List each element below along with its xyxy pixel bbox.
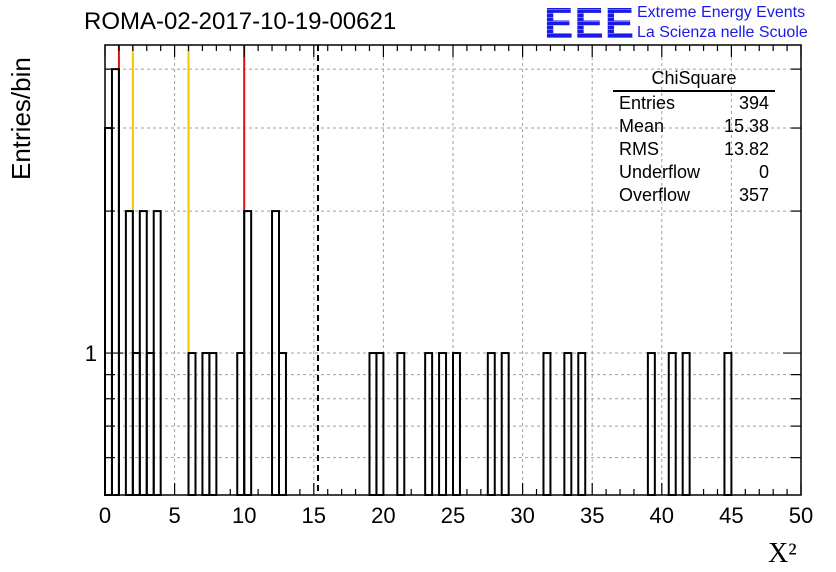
logo-line-1: Extreme Energy Events: [637, 4, 806, 21]
stat-value: 0: [758, 162, 769, 182]
stat-row-underflow: Underflow 0: [609, 161, 779, 184]
eee-logo: EEE: [544, 2, 635, 46]
stat-row-mean: Mean 15.38: [609, 115, 779, 138]
x-tick-label: 25: [441, 503, 465, 528]
histogram-bar: [104, 127, 113, 496]
x-axis-label: X²: [768, 538, 797, 570]
axis-ticks: [104, 45, 802, 495]
stat-label: Overflow: [619, 185, 691, 205]
x-tick-label: 35: [580, 503, 604, 528]
histogram-bar: [110, 68, 120, 497]
x-tick-label: 20: [371, 503, 395, 528]
stat-value: 13.82: [723, 139, 769, 159]
stat-label: Mean: [619, 116, 665, 136]
plot-title: ROMA-02-2017-10-19-00621: [84, 8, 397, 35]
x-tick-label: 10: [232, 503, 256, 528]
y-tick-label: 1: [85, 341, 97, 366]
x-tick-label: 5: [168, 503, 180, 528]
stats-box: ChiSquare Entries 394 Mean 15.38 RMS 13.…: [609, 68, 779, 207]
stat-value: 15.38: [723, 116, 769, 136]
eee-logo-mark: EEE: [544, 0, 636, 48]
x-tick-label: 50: [789, 503, 813, 528]
x-tick-label: 30: [510, 503, 534, 528]
x-axis-label-text: X²: [768, 538, 797, 569]
stat-value: 357: [738, 185, 769, 205]
stat-value: 394: [738, 93, 769, 113]
x-tick-label: 0: [99, 503, 111, 528]
logo-line-2: La Scienza nelle Scuole: [637, 24, 808, 41]
reference-lines: [117, 45, 319, 495]
stat-label: RMS: [619, 139, 659, 159]
stat-row-entries: Entries 394: [609, 92, 779, 115]
y-axis-label: Entries/bin: [6, 57, 36, 180]
x-tick-label: 40: [650, 503, 674, 528]
stat-label: Entries: [619, 93, 676, 113]
stat-label: Underflow: [619, 162, 701, 182]
stats-title: ChiSquare: [613, 68, 775, 92]
x-tick-label: 45: [719, 503, 743, 528]
stat-row-overflow: Overflow 357: [609, 184, 779, 207]
x-tick-label: 15: [302, 503, 326, 528]
tick-labels: 0 5 10 15 20 25 30 35 40 45 50 1: [85, 341, 813, 528]
stat-row-rms: RMS 13.82: [609, 138, 779, 161]
